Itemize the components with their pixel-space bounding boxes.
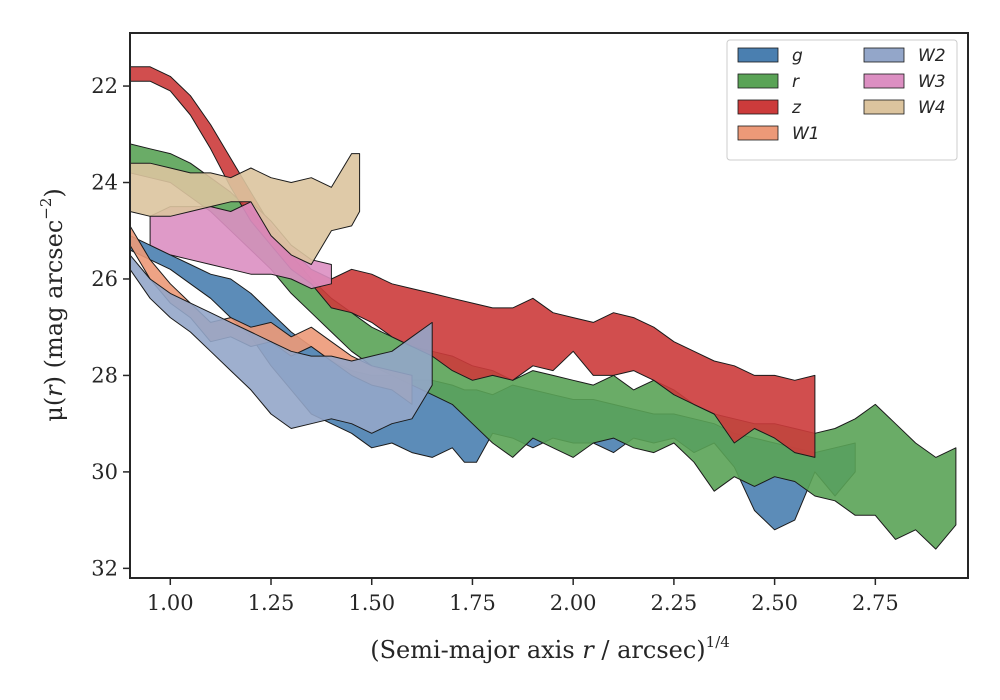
legend-box [726, 39, 958, 161]
x-axis-label: (Semi-major axis r / arcsec)1/4 [370, 633, 730, 664]
x-tick-label: 1.75 [449, 591, 496, 615]
series-w3-band [149, 201, 332, 290]
series-z-legend-swatch [737, 99, 779, 115]
series-g-legend-swatch [737, 47, 779, 63]
legend: grz W1 W2 W3 W4 [726, 39, 958, 161]
y-tick-label: 30 [91, 460, 118, 484]
series-r-legend-label: r [792, 72, 800, 92]
y-tick-label: 32 [91, 556, 118, 580]
x-axis-ticks: 1.00 1.25 1.50 1.75 2.00 2.25 2.50 2.75 [147, 578, 899, 615]
series-w4-legend-label: W4 [918, 98, 946, 118]
x-tick-label: 1.50 [348, 591, 395, 615]
series-bands [129, 66, 957, 550]
x-tick-label: 2.00 [550, 591, 597, 615]
x-tick-label: 1.00 [147, 591, 194, 615]
series-z-band [129, 66, 816, 458]
series-w2-legend-label: W2 [918, 46, 946, 66]
x-tick-label: 1.25 [248, 591, 295, 615]
plot-frame [129, 32, 969, 579]
y-tick-label: 22 [91, 74, 118, 98]
y-axis-ticks: 22 24 26 28 30 32 [91, 74, 130, 580]
x-tick-label: 2.50 [751, 591, 798, 615]
series-g-legend-label: g [792, 46, 803, 66]
series-w3-legend-swatch [863, 73, 905, 89]
series-w3-legend-label: W3 [918, 72, 946, 92]
y-tick-label: 24 [91, 171, 118, 195]
y-tick-label: 28 [91, 363, 118, 387]
series-w1-legend-swatch [737, 125, 779, 141]
series-w2-legend-swatch [863, 47, 905, 63]
series-w1-legend-label: W1 [792, 124, 820, 144]
series-w4-band [129, 153, 361, 265]
series-z-legend-label: z [791, 98, 802, 118]
y-axis-label: μ(r) (mag arcsec−2) [37, 188, 68, 422]
series-r-legend-swatch [737, 73, 779, 89]
y-tick-label: 26 [91, 267, 118, 291]
series-w4-legend-swatch [863, 99, 905, 115]
x-tick-label: 2.25 [651, 591, 698, 615]
x-tick-label: 2.75 [852, 591, 899, 615]
series-w2-band [129, 254, 433, 434]
